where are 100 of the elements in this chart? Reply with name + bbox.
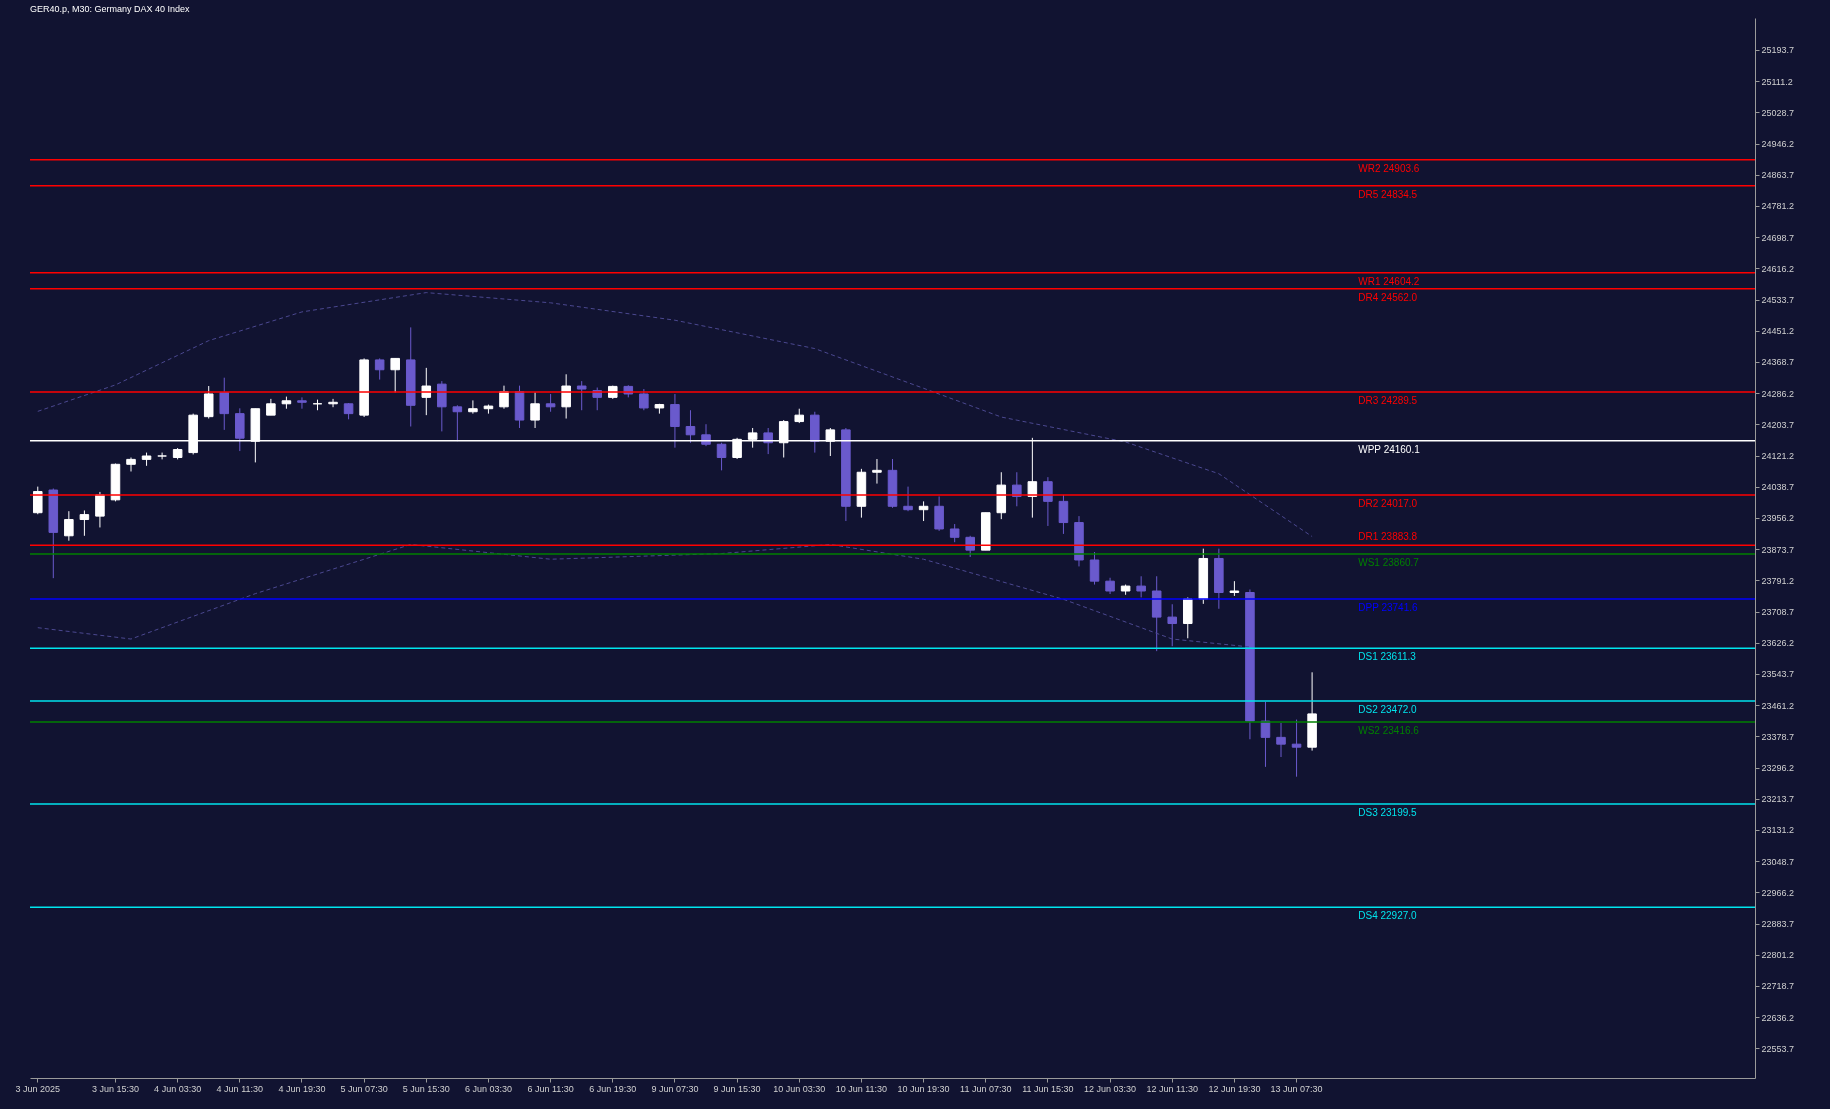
x-tick-label: 12 Jun 03:30 bbox=[1084, 1083, 1137, 1094]
y-tick-label: 24286.2 bbox=[1761, 388, 1795, 399]
candlestick bbox=[374, 357, 385, 381]
x-tick-label: 10 Jun 11:30 bbox=[835, 1083, 888, 1094]
candlestick bbox=[126, 457, 136, 472]
candlestick bbox=[1058, 494, 1069, 535]
ref-line-label: DR5 24834.5 bbox=[1358, 188, 1418, 200]
ref-line-label: WPP 24160.1 bbox=[1358, 443, 1421, 455]
y-tick-label: 22718.7 bbox=[1761, 981, 1795, 992]
candlestick bbox=[390, 357, 400, 393]
ref-line-label: DR2 24017.0 bbox=[1358, 497, 1418, 509]
line-series bbox=[37, 292, 1313, 538]
y-tick-label: 24121.2 bbox=[1761, 451, 1795, 462]
candlestick bbox=[670, 393, 680, 449]
candlestick bbox=[1043, 476, 1053, 527]
y-tick-label: 23131.2 bbox=[1761, 825, 1795, 836]
y-tick-label: 24368.7 bbox=[1761, 357, 1795, 368]
y-tick-label: 23626.2 bbox=[1761, 638, 1795, 649]
x-tick-label: 5 Jun 15:30 bbox=[402, 1083, 450, 1094]
candlestick bbox=[33, 486, 43, 515]
candlestick bbox=[468, 399, 478, 415]
candlestick bbox=[157, 452, 167, 460]
y-tick-label: 24698.7 bbox=[1761, 232, 1795, 243]
y-tick-label: 22966.2 bbox=[1761, 887, 1795, 898]
x-tick-label: 4 Jun 19:30 bbox=[278, 1083, 326, 1094]
ref-line-label: DR4 24562.0 bbox=[1358, 291, 1418, 303]
candlestick bbox=[965, 535, 975, 558]
y-tick-label: 23956.2 bbox=[1761, 513, 1795, 524]
x-tick-label: 12 Jun 19:30 bbox=[1208, 1083, 1261, 1094]
candlestick bbox=[1136, 575, 1146, 598]
candlestick bbox=[576, 380, 587, 411]
y-tick-label: 23048.7 bbox=[1761, 856, 1795, 867]
x-tick-label: 11 Jun 15:30 bbox=[1022, 1083, 1074, 1094]
y-tick-label: 24946.2 bbox=[1761, 139, 1795, 150]
candlestick bbox=[437, 380, 447, 432]
y-tick-label: 24863.7 bbox=[1761, 170, 1795, 181]
x-tick-label: 12 Jun 11:30 bbox=[1146, 1083, 1198, 1094]
y-tick-label: 23791.2 bbox=[1761, 575, 1795, 586]
y-tick-label: 23378.7 bbox=[1761, 731, 1795, 742]
x-tick-label: 5 Jun 07:30 bbox=[340, 1083, 388, 1094]
x-tick-label: 13 Jun 07:30 bbox=[1270, 1083, 1323, 1094]
candlestick bbox=[1089, 551, 1100, 586]
y-tick-label: 25111.2 bbox=[1761, 76, 1793, 87]
candlestick bbox=[79, 509, 90, 537]
candlestick bbox=[934, 495, 944, 532]
y-tick-label: 24616.2 bbox=[1761, 263, 1795, 274]
x-tick-label: 6 Jun 11:30 bbox=[527, 1083, 574, 1094]
candlestick bbox=[499, 385, 509, 410]
y-tick-label: 23708.7 bbox=[1761, 607, 1795, 618]
y-tick-label: 24451.2 bbox=[1761, 326, 1795, 337]
candlestick bbox=[918, 500, 929, 522]
x-tick-label: 9 Jun 07:30 bbox=[651, 1083, 699, 1094]
ref-line-label: DR3 24289.5 bbox=[1358, 394, 1418, 406]
candlestick bbox=[203, 385, 214, 420]
ref-line-label: DPP 23741.6 bbox=[1358, 602, 1418, 614]
x-tick-label: 6 Jun 19:30 bbox=[589, 1083, 637, 1094]
candlestick bbox=[716, 442, 727, 471]
y-tick-label: 23296.2 bbox=[1761, 763, 1795, 774]
ref-line-label: DS1 23611.3 bbox=[1358, 651, 1417, 663]
x-tick-label: 10 Jun 19:30 bbox=[897, 1083, 950, 1094]
x-tick-label: 3 Jun 2025 bbox=[15, 1083, 61, 1094]
ref-line-label: DR1 23883.8 bbox=[1358, 531, 1418, 543]
candlestick bbox=[530, 391, 540, 429]
ref-line-label: WR2 24903.6 bbox=[1358, 162, 1420, 174]
y-tick-label: 25193.7 bbox=[1761, 45, 1795, 56]
x-tick-label: 3 Jun 15:30 bbox=[91, 1083, 139, 1094]
ref-line-label: DS2 23472.0 bbox=[1358, 704, 1418, 716]
y-tick-label: 22883.7 bbox=[1761, 919, 1795, 930]
y-tick-label: 23213.7 bbox=[1761, 794, 1795, 805]
y-tick-label: 22636.2 bbox=[1761, 1012, 1795, 1023]
y-tick-label: 24533.7 bbox=[1761, 295, 1795, 306]
ref-line-label: WS1 23860.7 bbox=[1358, 557, 1420, 569]
candlestick bbox=[685, 409, 696, 444]
x-tick-label: 4 Jun 03:30 bbox=[154, 1083, 202, 1094]
y-tick-label: 24038.7 bbox=[1761, 482, 1795, 493]
ref-line-label: WS2 23416.6 bbox=[1358, 725, 1420, 737]
ref-line-label: DS4 22927.0 bbox=[1358, 910, 1418, 922]
candlestick bbox=[452, 404, 463, 442]
y-tick-label: 24781.2 bbox=[1761, 201, 1795, 212]
candlestick bbox=[1291, 719, 1302, 778]
x-tick-label: 4 Jun 11:30 bbox=[216, 1083, 263, 1094]
candlestick bbox=[297, 396, 307, 410]
chart-title: GER40.p, M30: Germany DAX 40 Index bbox=[30, 4, 191, 14]
ref-line-label: WR1 24604.2 bbox=[1358, 275, 1420, 287]
candlestick bbox=[1276, 722, 1286, 758]
y-tick-label: 23873.7 bbox=[1761, 544, 1795, 555]
x-tick-label: 9 Jun 15:30 bbox=[713, 1083, 761, 1094]
y-tick-label: 25028.7 bbox=[1761, 107, 1795, 118]
candlestick bbox=[219, 377, 230, 431]
x-tick-label: 11 Jun 07:30 bbox=[960, 1083, 1012, 1094]
line-series bbox=[37, 543, 1251, 648]
candlestick bbox=[903, 486, 913, 512]
candlestick bbox=[1167, 603, 1177, 647]
candlestick bbox=[561, 373, 571, 420]
y-tick-label: 24203.7 bbox=[1761, 419, 1795, 430]
y-tick-label: 23461.2 bbox=[1761, 700, 1795, 711]
ref-line-label: DS3 23199.5 bbox=[1358, 807, 1418, 819]
x-tick-label: 10 Jun 03:30 bbox=[773, 1083, 826, 1094]
y-tick-label: 22801.2 bbox=[1761, 950, 1795, 961]
x-tick-label: 6 Jun 03:30 bbox=[464, 1083, 512, 1094]
